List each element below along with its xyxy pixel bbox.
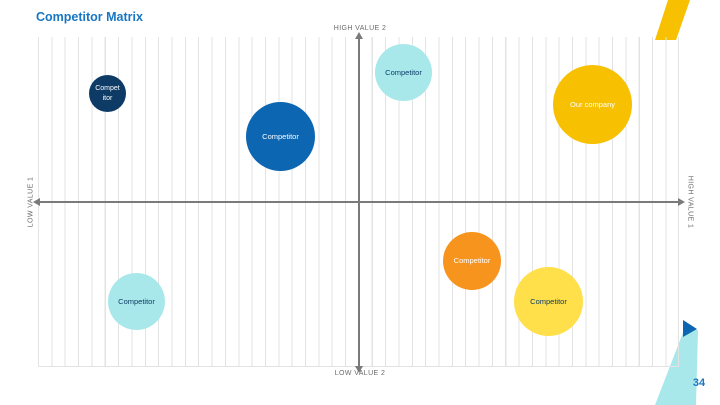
axis-label-right: HIGH VALUE 1 [686,175,694,229]
axis-label-top: HIGH VALUE 2 [333,25,387,32]
bubble-competitor-yellow[interactable]: Competitor [514,267,583,336]
page-number: 34 [692,377,706,389]
bubble-our-company[interactable]: Our company [553,65,632,144]
bottom-right-teal-stripe [655,330,698,405]
axis-label-left: LOW VALUE 1 [27,176,35,228]
bottom-right-blue-triangle [683,320,697,337]
bubble-competitor-light-teal-bottom[interactable]: Competitor [108,273,165,330]
axis-arrow-right-icon [678,198,685,206]
bubble-competitor-blue[interactable]: Competitor [246,102,315,171]
vertical-axis [358,37,360,367]
bubble-competitor-light-teal-top[interactable]: Competitor [375,44,432,101]
bubble-competitor-orange[interactable]: Competitor [443,232,501,290]
axis-arrow-down-icon [355,366,363,373]
slide-title: Competitor Matrix [36,10,143,24]
axis-arrow-left-icon [33,198,40,206]
bubble-competitor-dark-navy[interactable]: Compet itor [89,75,126,112]
axis-label-bottom: LOW VALUE 2 [334,370,386,377]
top-right-yellow-stripe [655,0,690,40]
axis-arrow-up-icon [355,32,363,39]
